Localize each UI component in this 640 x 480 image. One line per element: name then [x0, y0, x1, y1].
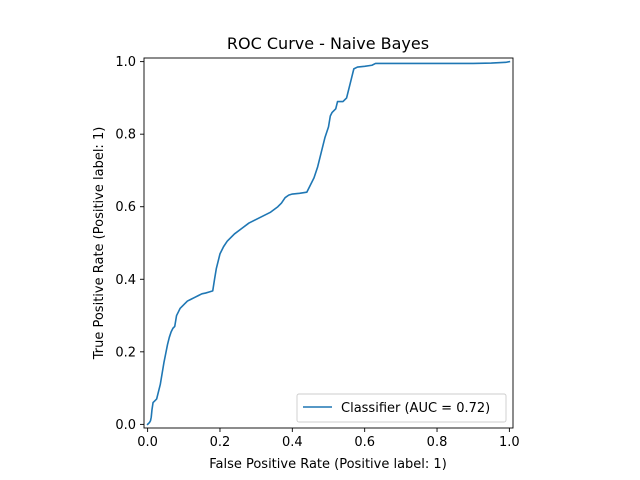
y-tick-label: 0.8	[115, 128, 136, 143]
y-tick-label: 0.0	[115, 418, 136, 433]
plot-area: 0.0 0.2 0.4 0.6 0.8 1.0 0.0 0.2 0.4 0.6 0.8 1.0	[115, 55, 519, 450]
roc-curve-line	[146, 60, 511, 426]
x-tick-label: 0.0	[137, 435, 158, 450]
y-tick-label: 0.6	[115, 200, 136, 215]
y-axis-ticks: 0.0 0.2 0.4 0.6 0.8 1.0	[115, 55, 144, 433]
legend-label: Classifier (AUC = 0.72)	[341, 401, 490, 416]
x-tick-label: 1.0	[499, 435, 520, 450]
x-tick-label: 0.6	[354, 435, 375, 450]
y-tick-label: 0.4	[115, 273, 136, 288]
x-axis-label: False Positive Rate (Positive label: 1)	[209, 457, 447, 472]
x-tick-label: 0.4	[282, 435, 303, 450]
y-tick-label: 1.0	[115, 55, 136, 70]
x-axis-ticks: 0.0 0.2 0.4 0.6 0.8 1.0	[137, 428, 520, 450]
y-tick-label: 0.2	[115, 345, 136, 360]
legend-box	[296, 393, 507, 423]
x-tick-label: 0.2	[210, 435, 231, 450]
x-tick-label: 0.8	[427, 435, 448, 450]
y-axis-label: True Positive Rate (Positive label: 1)	[92, 127, 107, 361]
chart-title: ROC Curve - Naive Bayes	[227, 34, 429, 53]
plot-frame	[143, 57, 514, 429]
legend: Classifier (AUC = 0.72)	[296, 393, 507, 423]
